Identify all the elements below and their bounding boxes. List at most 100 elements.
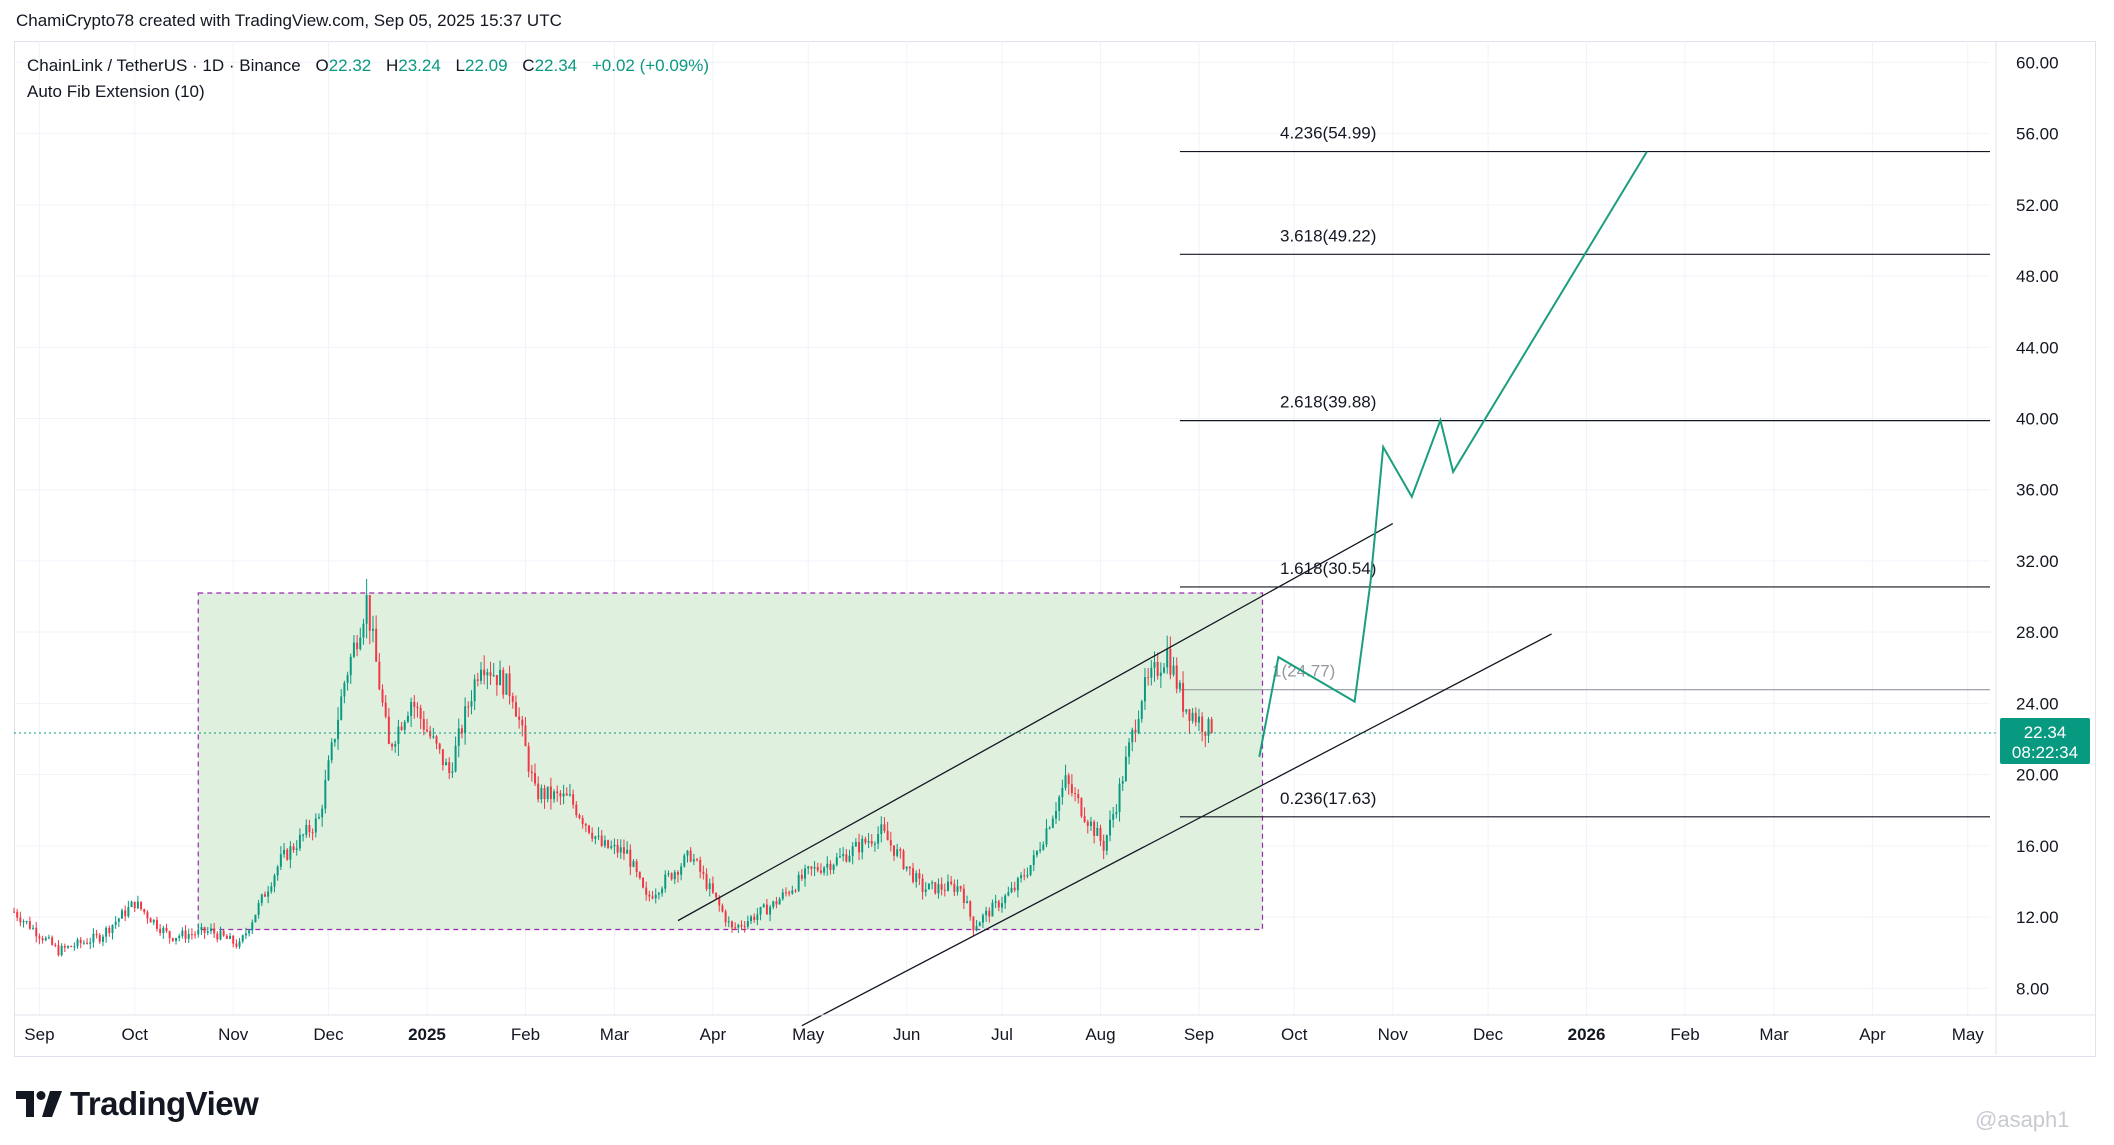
candle [267,885,270,904]
candle-body [251,922,254,931]
candle-body [950,881,953,884]
symbol-title[interactable]: ChainLink / TetherUS · 1D · Binance [27,56,301,75]
candle [324,769,327,814]
candle [1175,657,1178,694]
candle-body [155,919,158,929]
candle [387,708,390,745]
tradingview-logo[interactable]: TradingView [16,1085,259,1123]
candle-body [594,836,597,839]
candle [105,926,108,943]
candle [362,618,365,645]
candle-body [575,804,578,816]
candle-body [829,863,832,870]
candle [375,615,378,662]
x-tick-label: Nov [1378,1025,1409,1044]
candle [311,828,314,841]
candle [543,784,546,809]
candle-body [953,883,956,892]
candle [1159,662,1162,688]
x-tick-label: 2026 [1568,1025,1606,1044]
candle [441,749,444,771]
candle-body [41,938,44,941]
candle-body [63,945,66,948]
candle [600,830,603,848]
candle-body [257,903,260,915]
candle-body [57,945,60,956]
candle-body [197,929,200,935]
candle [775,896,778,909]
candle [765,898,768,915]
candle [54,942,57,948]
candle [1166,635,1169,674]
candle [162,925,165,939]
candle [896,843,899,858]
candle-body [209,928,212,932]
candle [149,917,152,923]
candle [1086,819,1089,834]
candle [1055,802,1057,825]
candle-body [702,871,705,875]
candle-body [165,927,168,932]
candle [457,718,460,758]
candle-body [181,930,184,937]
candle-body [1016,878,1019,891]
candle [530,765,533,782]
candle [705,868,708,892]
candle-body [1204,731,1207,736]
axes-layer: 60.00 56.00 52.00 48.00 44.00 40.00 36.00 32.00… [14,41,2096,1055]
candle [759,906,762,921]
candle [619,839,622,859]
fib-level-label: 0.236(17.63) [1280,789,1376,808]
candle-body [1166,648,1169,668]
candle-body [1067,775,1070,785]
candle-body [171,938,174,941]
candle-body [696,859,699,861]
x-tick-label: Apr [700,1025,727,1044]
candle-body [1061,787,1064,798]
candle-body [1077,794,1080,799]
candle-body [1118,783,1121,812]
candle-body [772,901,775,907]
candle [140,901,143,911]
candle [1077,789,1080,804]
candle-body [530,771,533,774]
price-tag-box [2000,717,2090,764]
candle [67,945,69,949]
candle-body [959,886,962,889]
indicator-name[interactable]: Auto Fib Extension (10) [27,82,205,101]
candle-body [559,793,562,797]
candle [1140,699,1143,723]
candle [918,868,921,886]
candle-body [578,815,581,819]
candle-body [235,943,238,947]
candle [368,594,371,645]
candle-body [317,817,320,819]
y-tick-label: 20.00 [2016,766,2059,785]
candle-body [521,719,524,726]
candle-body [260,894,263,904]
candle-body [136,901,139,909]
candle [743,921,746,933]
candle-body [753,916,756,921]
candle [1035,850,1038,858]
candle [893,845,895,861]
candle [953,879,956,897]
candle [927,883,930,890]
candle [168,930,171,944]
candle [1109,810,1111,842]
candle-body [940,884,943,890]
candle [861,835,864,860]
candle-body [670,873,673,880]
x-tick-label: Feb [511,1025,540,1044]
candle [1204,731,1207,748]
candle [708,878,711,897]
candle [851,842,854,865]
candle-body [1185,709,1188,712]
candle-body [1150,667,1153,678]
candle-body [648,894,651,897]
candle [143,908,146,915]
candle-body [962,888,965,903]
candle-body [467,706,470,708]
candle [371,615,374,643]
